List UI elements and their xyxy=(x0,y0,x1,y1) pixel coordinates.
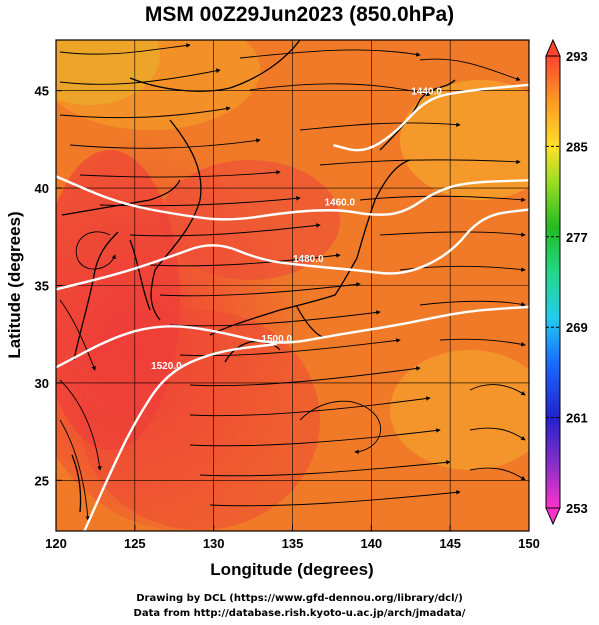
contour-label: 1520.0 xyxy=(151,361,182,372)
x-axis: 120 125 130 135 140 145 150 xyxy=(45,525,540,551)
credit-line-1: Drawing by DCL (https://www.gfd-dennou.o… xyxy=(136,593,463,604)
colorbar-tick-label: 293 xyxy=(566,49,588,64)
contour-label: 1460.0 xyxy=(325,198,356,209)
contour-label: 1440.0 xyxy=(411,86,442,97)
contour-line-1520.0 xyxy=(83,342,277,531)
colorbar-tick-label: 261 xyxy=(566,411,588,426)
colorbar-tick-label: 277 xyxy=(566,230,588,245)
height-contours: 1440.0 1460.0 1480.0 1500.0 1520.0 xyxy=(56,83,529,531)
credit-line-2: Data from http://database.rish.kyoto-u.a… xyxy=(133,608,466,619)
y-axis-label: Latitude (degrees) xyxy=(5,211,24,358)
colorbar-gradient xyxy=(545,55,561,509)
colorbar-tick-label: 269 xyxy=(566,320,588,335)
y-tick-label: 25 xyxy=(35,473,49,488)
contour-line-1460.0 xyxy=(56,175,529,221)
x-tick-label: 125 xyxy=(124,536,146,551)
x-tick-label: 130 xyxy=(203,536,225,551)
contour-line-1440.0 xyxy=(333,83,529,152)
y-tick-label: 35 xyxy=(35,279,49,294)
x-tick-label: 120 xyxy=(45,536,67,551)
contour-line-1500.0 xyxy=(56,305,529,369)
x-axis-label: Longitude (degrees) xyxy=(210,560,373,579)
colorbar-tick-label: 285 xyxy=(566,139,588,154)
x-tick-label: 140 xyxy=(360,536,382,551)
colorbar-tick-label: 253 xyxy=(566,501,588,516)
y-tick-label: 40 xyxy=(35,181,49,196)
colorbar-bottom-triangle xyxy=(545,507,561,526)
y-tick-label: 30 xyxy=(35,376,49,391)
contour-label: 1480.0 xyxy=(293,254,324,265)
contour-line-1480.0 xyxy=(56,208,529,291)
y-tick-label: 45 xyxy=(35,84,49,99)
colorbar: 293 285 277 269 261 253 xyxy=(545,38,588,526)
credits: Drawing by DCL (https://www.gfd-dennou.o… xyxy=(0,591,599,621)
colorbar-top-triangle xyxy=(545,38,561,57)
grid xyxy=(56,40,529,531)
contour-label: 1500.0 xyxy=(261,334,292,345)
y-axis: 25 30 35 40 45 xyxy=(35,84,62,488)
wind-streamlines xyxy=(59,43,526,521)
chart-title: MSM 00Z29Jun2023 (850.0hPa) xyxy=(144,3,455,26)
x-tick-label: 145 xyxy=(439,536,461,551)
x-tick-label: 150 xyxy=(518,536,540,551)
x-tick-label: 135 xyxy=(282,536,304,551)
coastlines xyxy=(61,40,456,513)
